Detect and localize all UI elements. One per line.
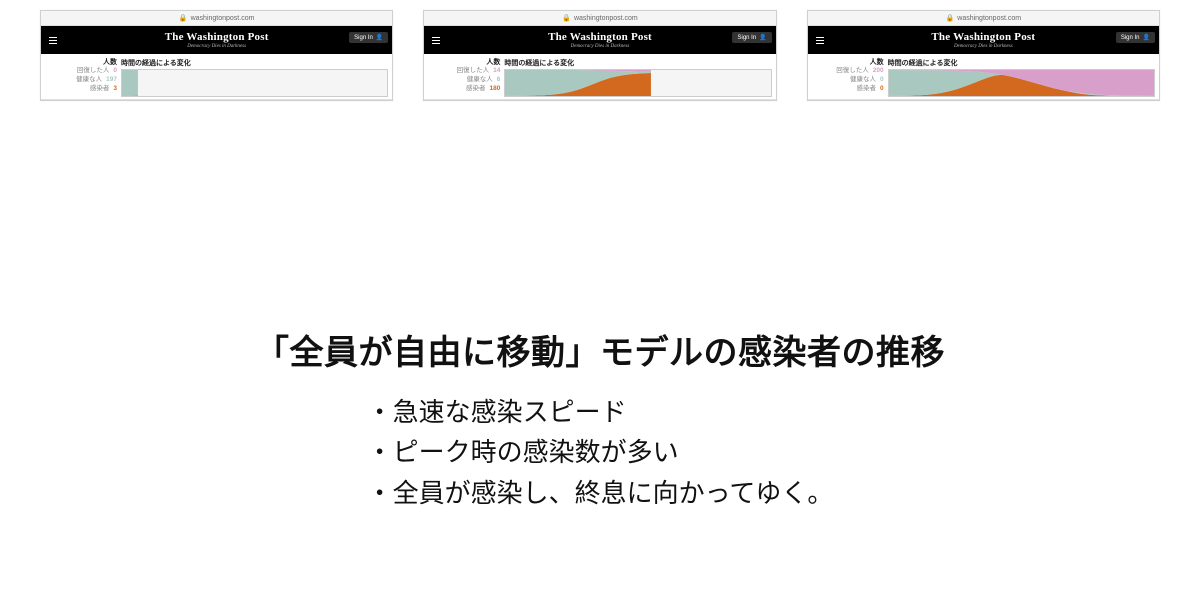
simulation-field: [424, 99, 775, 100]
simulation-panel-early: 🔒washingtonpost.comThe Washington PostDe…: [40, 10, 393, 101]
timeline-wrap: 時間の経過による変化: [888, 58, 1153, 97]
stat-row-recovered: 回復した人0: [47, 67, 117, 76]
stat-value-recovered: 14: [493, 67, 500, 76]
stat-row-infected: 感染者3: [47, 85, 117, 94]
stat-label-infected: 感染者: [466, 85, 486, 94]
timeline-wrap: 時間の経過による変化: [121, 58, 386, 97]
timeline-header: 時間の経過による変化: [121, 58, 386, 68]
timeline-wrap: 時間の経過による変化: [504, 58, 769, 97]
stat-value-infected: 0: [880, 85, 884, 94]
stat-label-infected: 感染者: [857, 85, 877, 94]
slide-stage: 🔒washingtonpost.comThe Washington PostDe…: [0, 0, 1200, 605]
caption-block: 「全員が自由に移動」モデルの感染者の推移 急速な感染スピードピーク時の感染数が多…: [0, 325, 1200, 513]
timeline-area-chart: [504, 69, 771, 97]
lock-icon: 🔒: [946, 14, 955, 22]
stat-label-infected: 感染者: [90, 85, 110, 94]
caption-bullet: ピーク時の感染数が多い: [367, 432, 834, 472]
url-host: washingtonpost.com: [957, 15, 1021, 22]
masthead: The Washington PostDemocracy Dies in Dar…: [808, 26, 1159, 54]
stat-value-healthy: 0: [880, 76, 884, 85]
stat-value-recovered: 200: [873, 67, 884, 76]
menu-icon[interactable]: [49, 37, 57, 44]
stat-value-infected: 180: [489, 85, 500, 94]
stat-value-healthy: 6: [497, 76, 501, 85]
sign-in-label: Sign In: [737, 35, 756, 41]
caption-title-prefix: 「: [255, 334, 290, 372]
masthead-title: The Washington Post: [931, 32, 1035, 43]
stats-legend: 人数回復した人0健康な人197感染者3: [47, 58, 121, 94]
masthead-tagline: Democracy Dies in Darkness: [571, 44, 630, 49]
sign-in-label: Sign In: [354, 35, 373, 41]
stat-row-healthy: 健康な人 0: [814, 76, 884, 85]
sign-in-button[interactable]: Sign In👤: [1116, 32, 1155, 43]
stat-row-infected: 感染者180: [430, 85, 500, 94]
browser-address-bar: 🔒washingtonpost.com: [808, 11, 1159, 26]
stat-label-healthy: 健康な人: [467, 76, 493, 85]
user-icon: 👤: [1143, 34, 1150, 41]
masthead: The Washington PostDemocracy Dies in Dar…: [41, 26, 392, 54]
timeline-header: 時間の経過による変化: [504, 58, 769, 68]
masthead-title: The Washington Post: [165, 32, 269, 43]
lock-icon: 🔒: [179, 14, 188, 22]
sign-in-button[interactable]: Sign In👤: [349, 32, 388, 43]
sign-in-label: Sign In: [1121, 35, 1140, 41]
browser-address-bar: 🔒washingtonpost.com: [41, 11, 392, 26]
user-icon: 👤: [759, 34, 766, 41]
simulation-field: [41, 99, 392, 100]
sign-in-button[interactable]: Sign In👤: [732, 32, 771, 43]
stat-value-recovered: 0: [113, 67, 117, 76]
timeline-area-chart: [888, 69, 1155, 97]
caption-bullet: 全員が感染し、終息に向かってゆく。: [367, 473, 834, 513]
lock-icon: 🔒: [562, 14, 571, 22]
url-host: washingtonpost.com: [191, 15, 255, 22]
stat-label-recovered: 回復した人: [836, 67, 869, 76]
stat-value-infected: 3: [113, 85, 117, 94]
stat-row-healthy: 健康な人 6: [430, 76, 500, 85]
masthead-title: The Washington Post: [548, 32, 652, 43]
stats-row: 人数回復した人14健康な人6感染者180時間の経過による変化: [424, 54, 775, 99]
simulation-panel-peak: 🔒washingtonpost.comThe Washington PostDe…: [423, 10, 776, 101]
stats-row: 人数回復した人0健康な人197感染者3時間の経過による変化: [41, 54, 392, 99]
stat-label-healthy: 健康な人: [850, 76, 876, 85]
url-host: washingtonpost.com: [574, 15, 638, 22]
masthead: The Washington PostDemocracy Dies in Dar…: [424, 26, 775, 54]
timeline-area-chart: [121, 69, 388, 97]
stat-label-healthy: 健康な人: [76, 76, 102, 85]
stats-legend: 人数回復した人200健康な人0感染者0: [814, 58, 888, 94]
timeline-header: 時間の経過による変化: [888, 58, 1153, 68]
stat-value-healthy: 197: [106, 76, 117, 85]
caption-title-suffix: 」モデルの感染者の推移: [566, 334, 946, 372]
user-icon: 👤: [376, 34, 383, 41]
stat-row-infected: 感染者0: [814, 85, 884, 94]
caption-bullets: 急速な感染スピードピーク時の感染数が多い全員が感染し、終息に向かってゆく。: [367, 392, 834, 513]
stats-legend: 人数回復した人14健康な人6感染者180: [430, 58, 504, 94]
masthead-tagline: Democracy Dies in Darkness: [954, 44, 1013, 49]
panels-row: 🔒washingtonpost.comThe Washington PostDe…: [0, 0, 1200, 101]
stat-label-recovered: 回復した人: [457, 67, 490, 76]
masthead-tagline: Democracy Dies in Darkness: [187, 44, 246, 49]
caption-title: 「全員が自由に移動」モデルの感染者の推移: [0, 325, 1200, 374]
browser-address-bar: 🔒washingtonpost.com: [424, 11, 775, 26]
stats-row: 人数回復した人200健康な人0感染者0時間の経過による変化: [808, 54, 1159, 99]
menu-icon[interactable]: [432, 37, 440, 44]
simulation-panel-end: 🔒washingtonpost.comThe Washington PostDe…: [807, 10, 1160, 101]
stat-row-recovered: 回復した人14: [430, 67, 500, 76]
caption-bullet: 急速な感染スピード: [367, 392, 834, 432]
stat-row-healthy: 健康な人 197: [47, 76, 117, 85]
caption-title-bold: 全員が自由に移動: [290, 334, 566, 372]
stat-row-recovered: 回復した人 200: [814, 67, 884, 76]
stat-label-recovered: 回復した人: [77, 67, 110, 76]
menu-icon[interactable]: [816, 37, 824, 44]
simulation-field: [808, 99, 1159, 100]
